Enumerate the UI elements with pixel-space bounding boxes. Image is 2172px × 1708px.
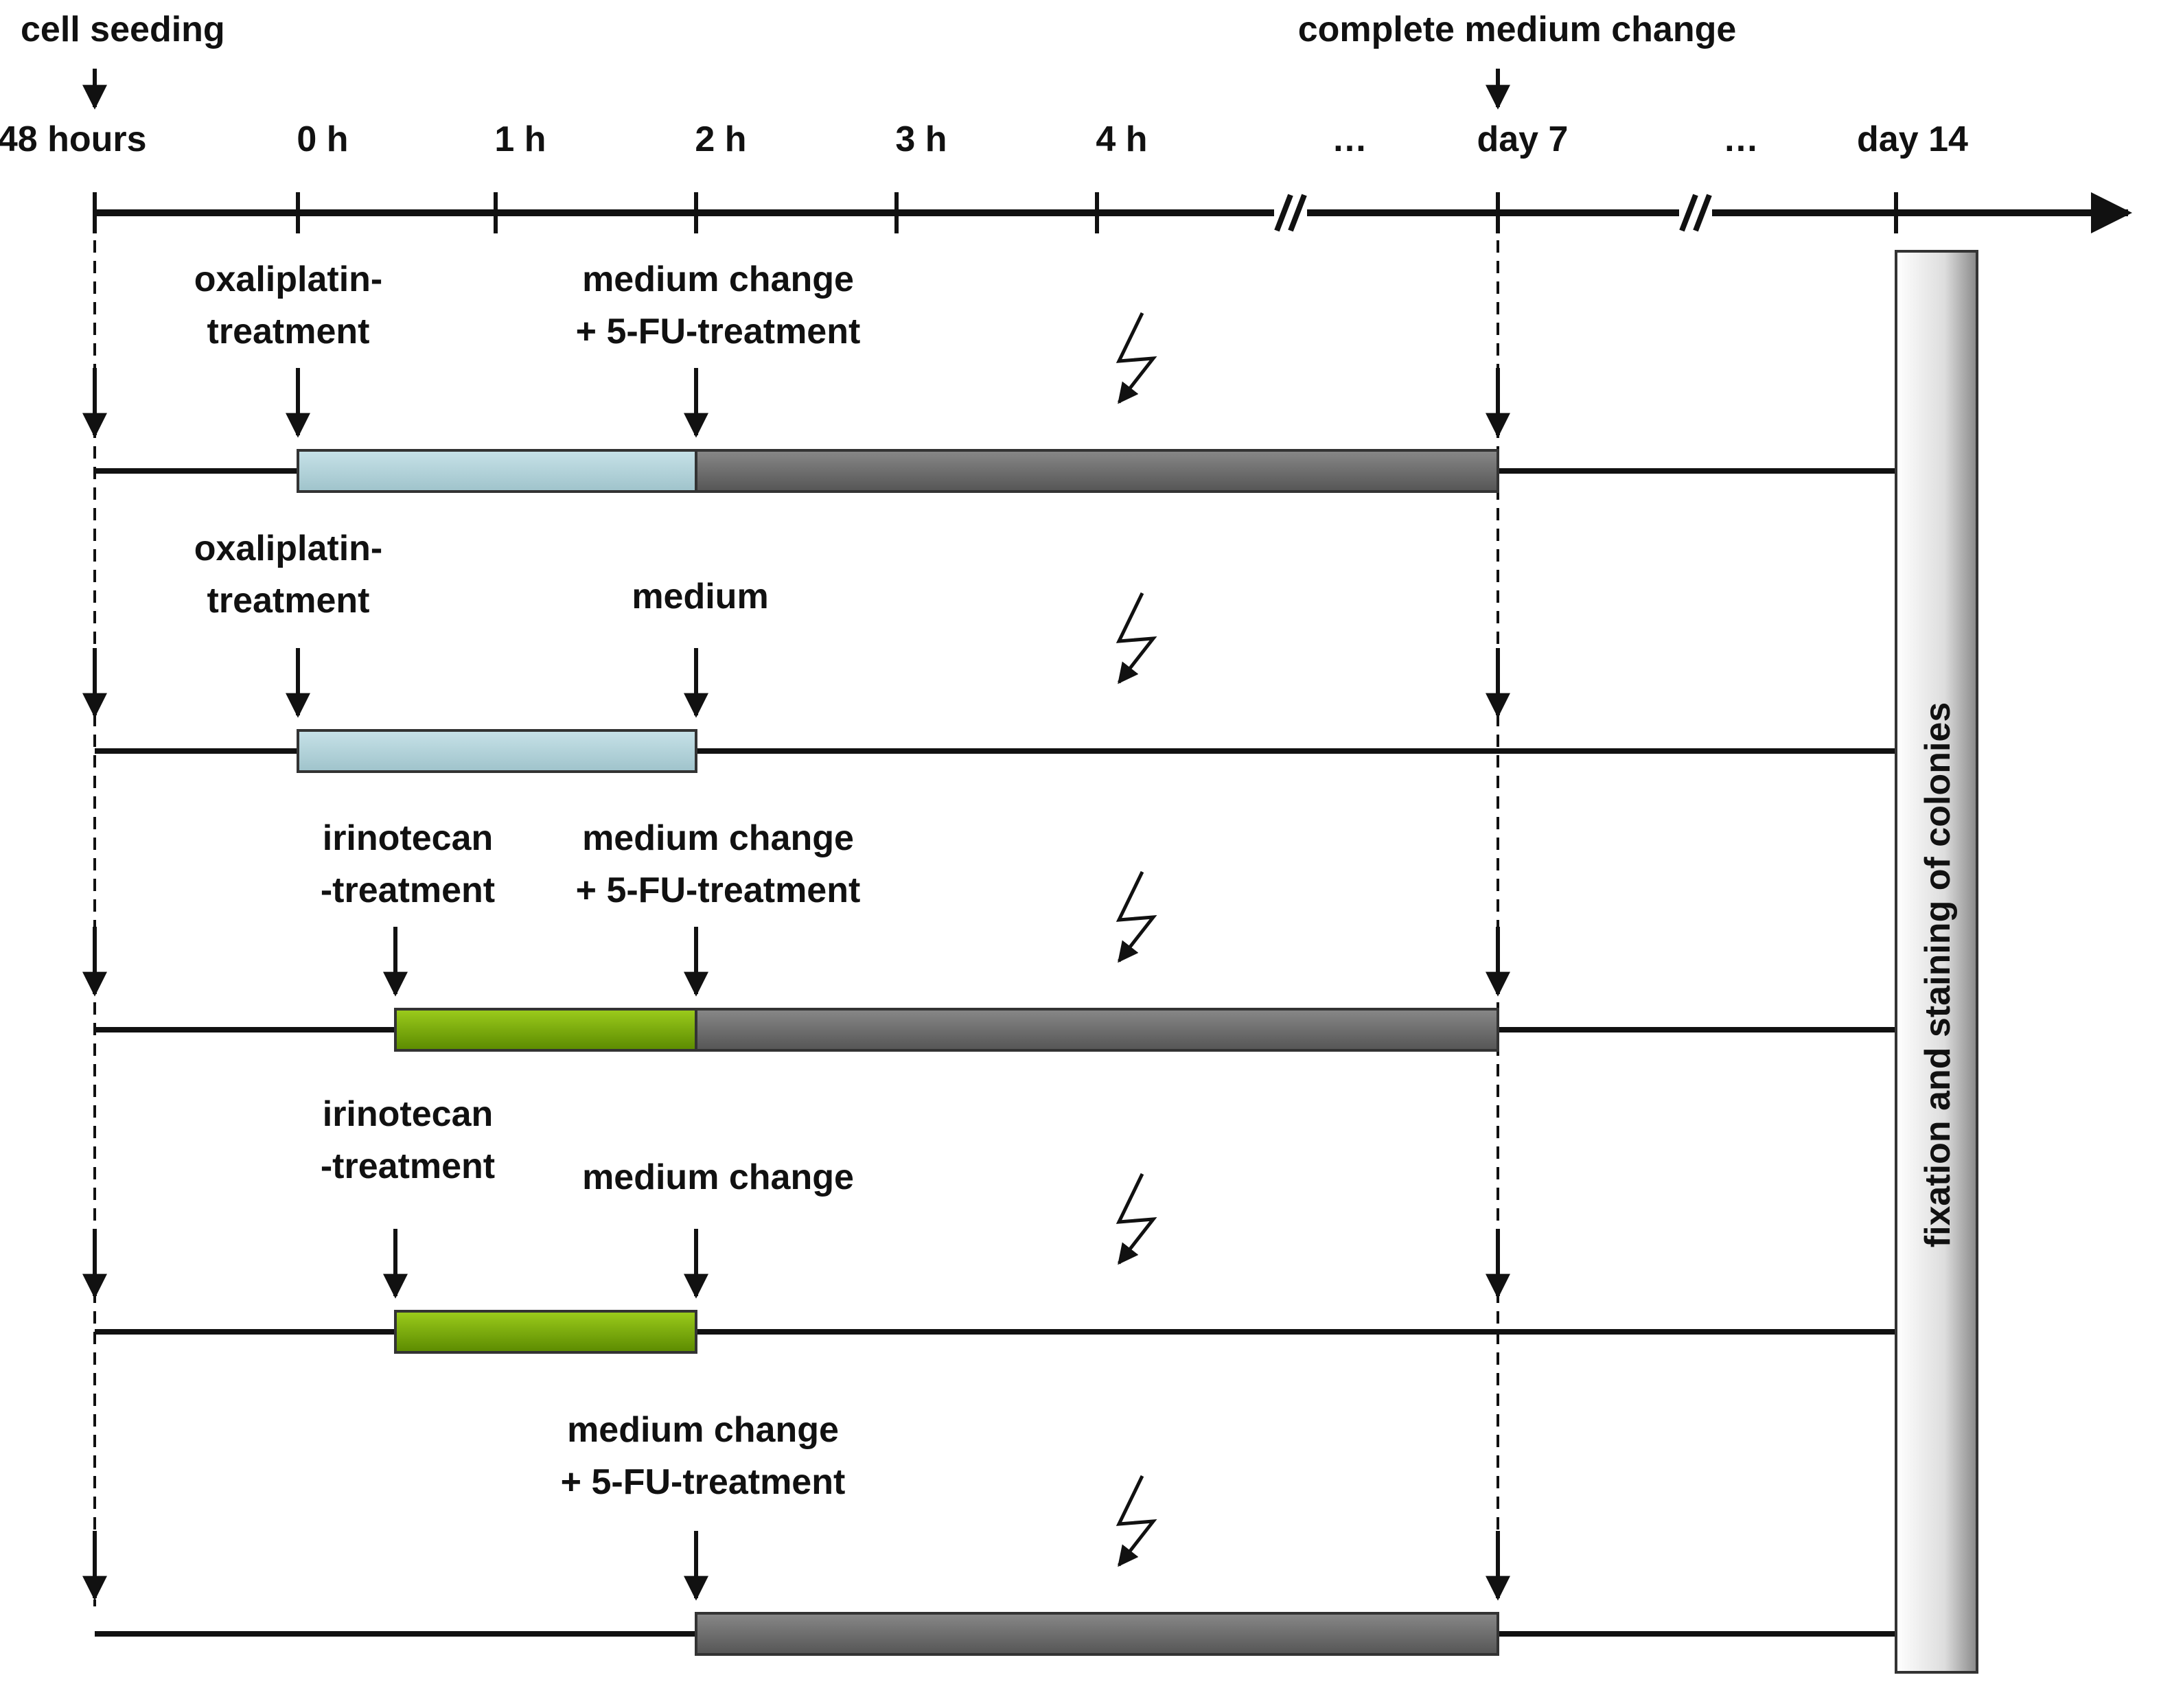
tick-label: 3 h [895, 119, 947, 159]
annotation: treatment [207, 312, 370, 351]
annotation: -treatment [321, 870, 495, 910]
treatment-bar [297, 729, 697, 773]
annotation: + 5-FU-treatment [576, 312, 861, 351]
axis-breaks [1274, 192, 1712, 233]
annotation: medium [632, 577, 768, 616]
treatment-bar [297, 449, 697, 493]
tick-label: day 7 [1477, 119, 1569, 159]
annotation: irinotecan [323, 1094, 494, 1134]
lightning [1116, 592, 1157, 684]
lightning [1116, 870, 1157, 963]
tick-label: 2 h [695, 119, 746, 159]
side-bar [1895, 250, 1978, 1674]
treatment-bar [394, 1008, 697, 1052]
header-label: complete medium change [1298, 10, 1737, 49]
treatment-bar [695, 1008, 1499, 1052]
tick-label: −48 hours [0, 119, 147, 159]
annotation: irinotecan [323, 818, 494, 858]
lightning [1116, 1475, 1157, 1567]
lightning [1116, 1173, 1157, 1265]
annotation: + 5-FU-treatment [576, 870, 861, 910]
annotation: -treatment [321, 1146, 495, 1186]
lightning [1116, 312, 1157, 404]
treatment-bar [695, 449, 1499, 493]
annotation: medium change [567, 1410, 839, 1450]
tick-label: … [1723, 119, 1759, 159]
annotation: + 5-FU-treatment [561, 1462, 846, 1502]
tick-label: 0 h [297, 119, 348, 159]
annotation: treatment [207, 581, 370, 621]
treatment-bar [394, 1310, 697, 1354]
tick-label: 4 h [1096, 119, 1147, 159]
annotation: medium change [582, 259, 854, 299]
annotation: oxaliplatin- [194, 259, 382, 299]
tick-label: … [1332, 119, 1367, 159]
annotation: medium change [582, 818, 854, 858]
annotation: oxaliplatin- [194, 529, 382, 568]
annotation: medium change [582, 1157, 854, 1197]
side-label: fixation and staining of colonies [1918, 702, 1958, 1248]
tick-label: day 14 [1857, 119, 1968, 159]
tick-label: 1 h [494, 119, 546, 159]
header-label: cell seeding [21, 10, 225, 49]
treatment-bar [695, 1612, 1499, 1656]
